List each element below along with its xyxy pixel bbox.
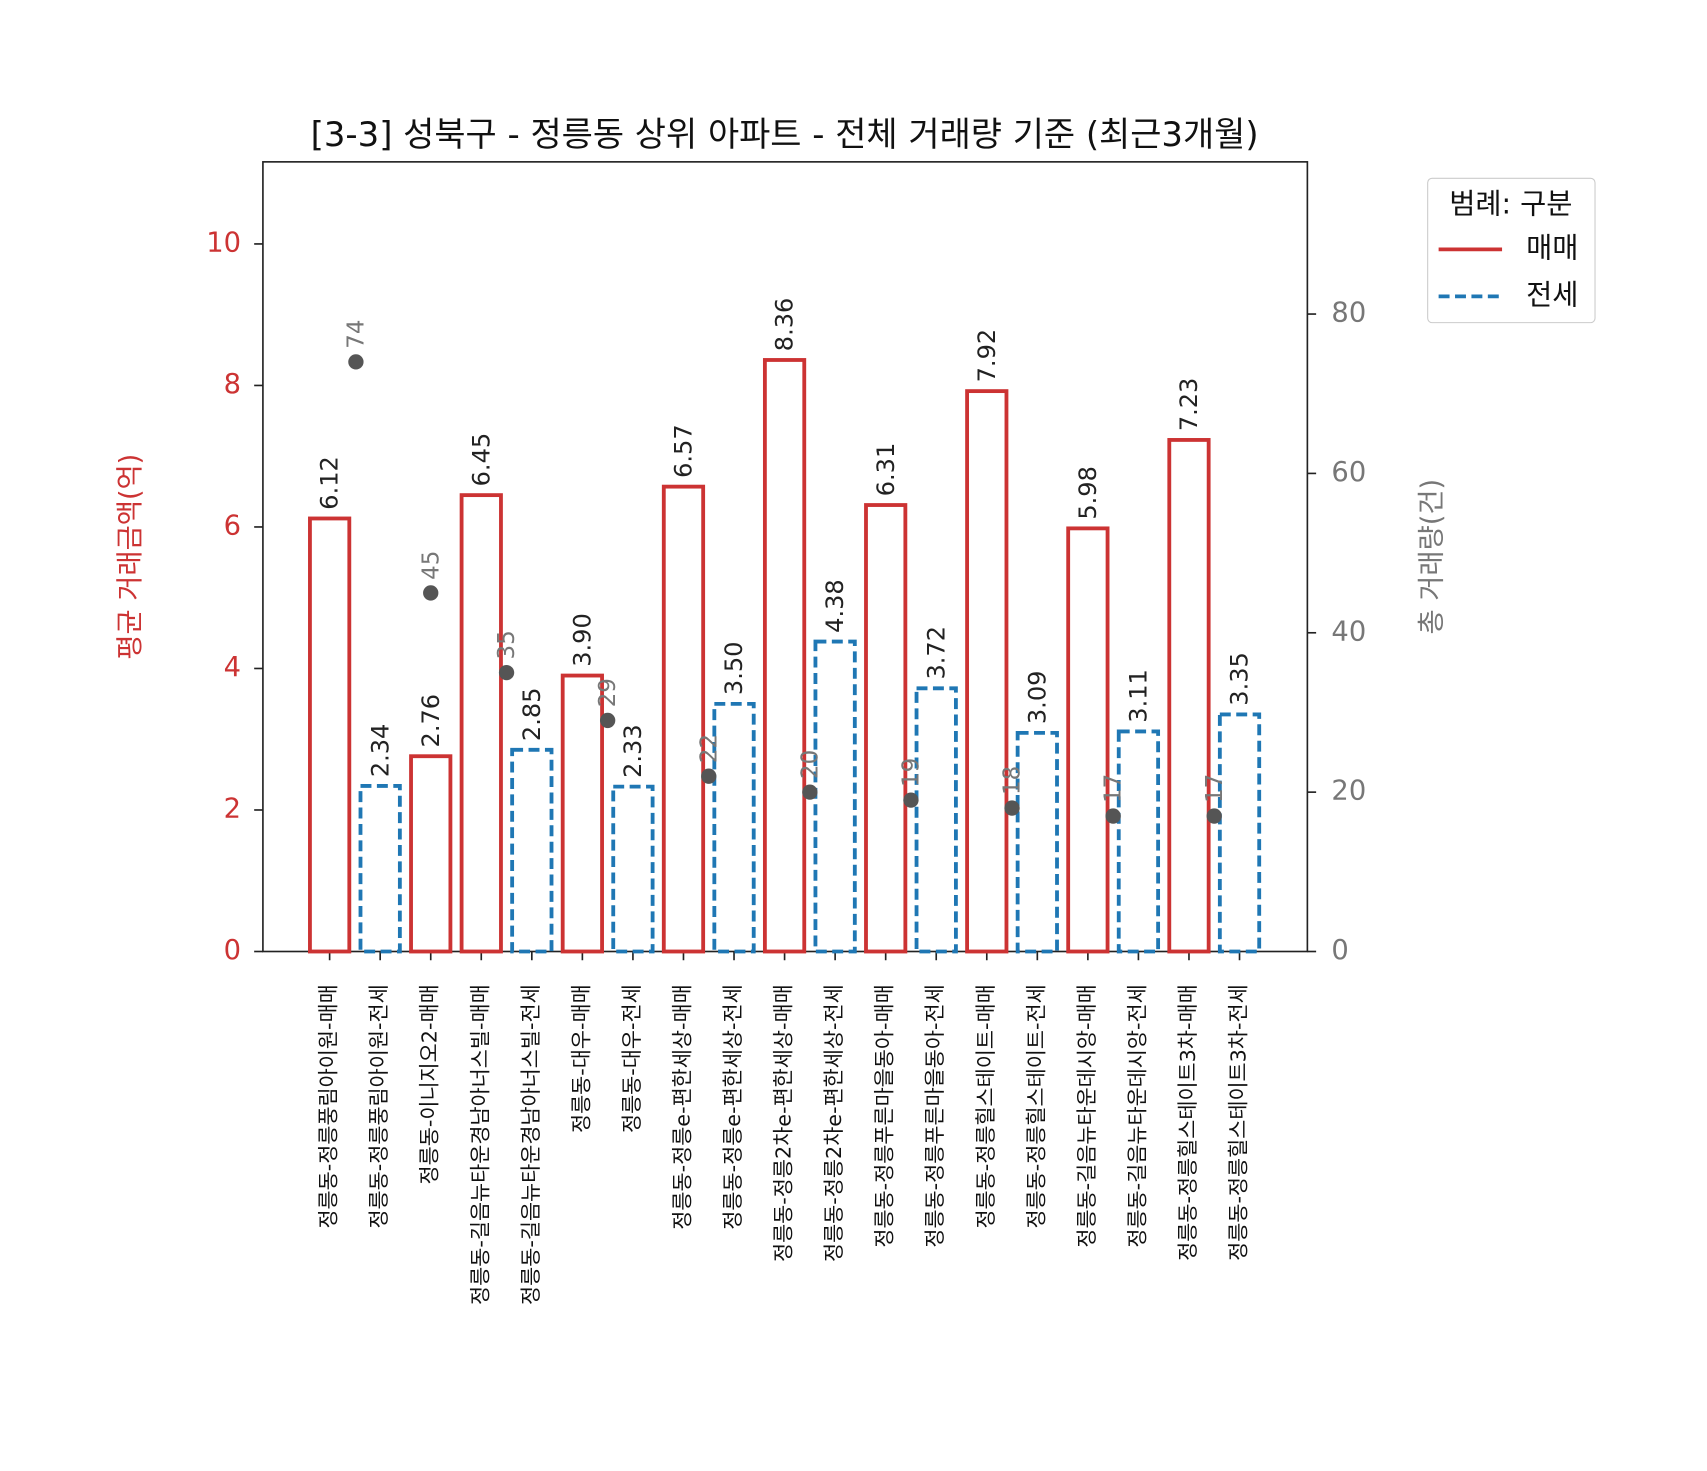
x-tick-label: 정릉동-정릉힐스테이트-전세 — [1024, 984, 1048, 1228]
count-point — [1206, 808, 1222, 824]
count-label: 35 — [494, 630, 520, 659]
y-tick-label: 0 — [224, 935, 241, 966]
y-tick-label: 8 — [224, 369, 241, 400]
x-tick-label: 정릉동-정릉푸른마을동아-매매 — [873, 984, 897, 1247]
value-label: 3.72 — [922, 626, 950, 680]
bar — [409, 754, 453, 954]
x-tick-label: 정릉동-길음뉴타운데시앙-매매 — [1075, 984, 1099, 1247]
value-label: 3.90 — [568, 613, 596, 667]
value-label: 6.31 — [872, 443, 900, 497]
count-label: 19 — [899, 758, 925, 787]
legend: 범례: 구분 — [1427, 177, 1596, 324]
count-label: 74 — [344, 320, 370, 349]
x-tick-label: 정릉동-대우-전세 — [620, 984, 644, 1133]
x-tick-label: 정릉동-정릉힐스테이트3차-매매 — [1176, 984, 1200, 1261]
x-tick-label: 정릉동-정릉2차e-편한세상-매매 — [772, 984, 796, 1262]
bar — [661, 484, 706, 954]
count-point — [348, 354, 364, 370]
x-tick-label: 정릉동-정릉풍림아이원-전세 — [367, 984, 391, 1228]
y-tick-label: 6 — [224, 510, 241, 541]
value-label: 7.92 — [973, 329, 1001, 383]
bar — [712, 701, 756, 954]
bar — [965, 389, 1009, 954]
value-label: 3.09 — [1023, 671, 1051, 725]
value-label: 7.23 — [1175, 378, 1203, 432]
bar — [510, 747, 554, 954]
x-tick-label: 정릉동-정릉푸른마을동아-전세 — [923, 984, 947, 1247]
bar — [1066, 526, 1110, 954]
legend-label: 매매 — [1526, 231, 1578, 264]
x-tick-label: 정릉동-대우-매매 — [569, 984, 593, 1133]
count-label: 45 — [418, 551, 444, 580]
value-label: 3.35 — [1226, 652, 1254, 706]
count-point — [903, 792, 919, 808]
value-label: 2.33 — [619, 724, 647, 778]
value-label: 3.11 — [1125, 669, 1153, 723]
count-label: 17 — [1202, 774, 1228, 803]
count-point — [701, 768, 717, 784]
value-label: 4.38 — [821, 579, 849, 633]
value-label: 6.57 — [670, 424, 698, 478]
bar — [914, 686, 958, 954]
y2-tick-label: 60 — [1331, 457, 1366, 488]
bar — [1167, 438, 1211, 954]
value-label: 2.85 — [518, 688, 546, 742]
x-tick-label: 정릉동-이니지오2-매매 — [418, 984, 442, 1184]
y2-tick-label: 20 — [1331, 776, 1366, 807]
count-label: 18 — [1000, 766, 1026, 795]
bar — [1015, 730, 1059, 954]
x-tick-label: 정릉동-정릉힐스테이트-매매 — [974, 984, 998, 1228]
legend-box — [1427, 177, 1596, 324]
bar — [864, 503, 908, 954]
bar — [358, 784, 402, 954]
value-label: 3.50 — [720, 642, 748, 696]
x-tick-label: 정릉동-길음뉴타운경남아너스빌-매매 — [468, 984, 492, 1305]
x-tick-label: 정릉동-정릉힐스테이트3차-전세 — [1227, 984, 1251, 1261]
bar — [1116, 729, 1161, 954]
bar — [560, 673, 604, 954]
bar — [1217, 712, 1262, 954]
count-point — [498, 664, 515, 681]
y2-tick-label: 80 — [1331, 298, 1366, 329]
bar — [762, 358, 807, 954]
x-tick-label: 정릉동-길음뉴타운경남아너스빌-전세 — [519, 984, 543, 1305]
y-tick-label: 4 — [224, 652, 241, 683]
legend-label: 전세 — [1526, 278, 1578, 311]
chart-title: [3-3] 성북구 - 정릉동 상위 아파트 - 전체 거래량 기준 (최근3개… — [311, 115, 1259, 154]
count-point — [423, 585, 439, 601]
legend-title: 범례: 구분 — [1449, 188, 1572, 221]
value-label: 2.76 — [417, 694, 445, 748]
y2-tick-label: 40 — [1331, 616, 1366, 647]
count-point — [802, 784, 818, 800]
count-label: 22 — [696, 734, 722, 763]
x-tick-label: 정릉동-길음뉴타운데시앙-전세 — [1125, 984, 1149, 1247]
count-label: 29 — [595, 678, 621, 707]
value-label: 6.45 — [467, 433, 495, 487]
count-label: 20 — [797, 750, 823, 779]
y-tick-label: 2 — [224, 793, 241, 824]
bar — [611, 784, 655, 954]
count-point — [1105, 808, 1121, 824]
bar — [308, 516, 352, 954]
count-point — [1004, 800, 1020, 816]
value-label: 5.98 — [1074, 466, 1102, 520]
value-label: 2.34 — [366, 724, 394, 778]
x-tick-label: 정릉동-정릉e-편한세상-전세 — [721, 984, 745, 1229]
x-tick-label: 정릉동-정릉e-편한세상-매매 — [670, 984, 694, 1229]
value-label: 8.36 — [771, 298, 799, 352]
value-label: 6.12 — [316, 456, 344, 510]
y2-axis-label: 총 거래량(건) — [1417, 479, 1448, 635]
x-tick-label: 정릉동-정릉2차e-편한세상-전세 — [822, 984, 846, 1262]
bar — [813, 639, 857, 954]
count-point — [599, 712, 616, 729]
y-tick-label: 10 — [206, 227, 241, 258]
bar — [459, 493, 503, 954]
y2-tick-label: 0 — [1331, 935, 1348, 966]
count-label: 17 — [1101, 774, 1127, 803]
x-tick-label: 정릉동-정릉풍림아이원-매매 — [317, 984, 341, 1228]
y-axis-label: 평균 거래금액(억) — [115, 454, 146, 660]
